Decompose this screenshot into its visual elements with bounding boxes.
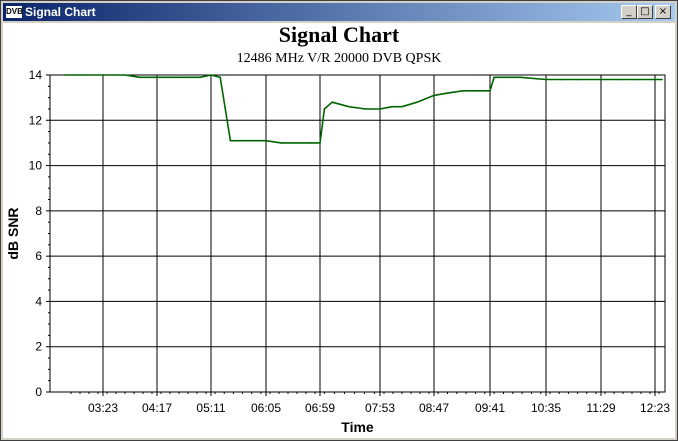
y-tick-label: 4 [35, 294, 42, 308]
snr-data-point [493, 76, 495, 79]
snr-data-point [654, 78, 656, 81]
snr-data-point [401, 105, 403, 108]
snr-data-point [229, 139, 232, 142]
snr-data-point [391, 105, 393, 108]
x-tick-label: 03:23 [88, 401, 118, 415]
snr-series-line [64, 74, 662, 144]
snr-data-point [156, 76, 158, 79]
x-tick-label: 10:35 [531, 401, 561, 415]
snr-data-point [600, 78, 602, 81]
snr-data-point [310, 142, 312, 144]
snr-data-point [636, 78, 638, 81]
maximize-button[interactable]: □ [637, 5, 653, 19]
snr-data-point [489, 90, 491, 92]
snr-data-point [545, 78, 547, 81]
snr-data-point [199, 76, 201, 79]
snr-data-point [364, 108, 367, 110]
snr-data-point [280, 142, 282, 144]
snr-data-point [139, 76, 141, 79]
snr-data-point [416, 101, 418, 103]
snr-data-point [560, 78, 563, 81]
y-tick-label: 2 [35, 340, 42, 354]
snr-data-point [575, 78, 578, 81]
snr-data-point [503, 76, 506, 79]
snr-data-point [179, 76, 181, 79]
snr-data-point [433, 94, 435, 97]
title-bar[interactable]: DVB Signal Chart _ □ × [3, 3, 675, 21]
snr-data-point [124, 74, 126, 76]
x-tick-label: 09:41 [475, 401, 505, 415]
minimize-button[interactable]: _ [621, 5, 637, 19]
plot-area [50, 75, 665, 392]
window-title: Signal Chart [25, 5, 96, 19]
snr-data-point [319, 142, 321, 144]
snr-data-point [348, 105, 350, 108]
x-tick-label: 06:05 [251, 401, 281, 415]
plot-border [49, 74, 666, 393]
snr-data-point [331, 101, 334, 103]
x-axis-label: Time [341, 419, 374, 435]
y-tick-label: 14 [29, 68, 43, 82]
y-tick-label: 10 [29, 159, 43, 173]
snr-data-point [462, 90, 464, 92]
dvb-app-icon: DVB [6, 6, 23, 18]
x-tick-label: 11:29 [586, 401, 615, 415]
x-tick-label: 07:53 [365, 401, 395, 415]
chart-title: Signal Chart [278, 22, 400, 47]
snr-data-point [79, 74, 81, 76]
y-tick-label: 6 [35, 249, 42, 263]
snr-data-point [477, 90, 480, 92]
chart-subtitle: 12486 MHz V/R 20000 DVB QPSK [236, 51, 442, 66]
snr-data-point [102, 74, 104, 76]
snr-data-point [219, 76, 221, 79]
close-button[interactable]: × [655, 5, 671, 19]
snr-data-point [265, 139, 267, 142]
snr-data-point [63, 74, 65, 76]
snr-data-point [210, 74, 212, 76]
x-tick-label: 12:23 [640, 401, 670, 415]
snr-data-point [249, 139, 252, 142]
snr-data-point [621, 78, 623, 81]
y-tick-label: 0 [35, 385, 42, 399]
snr-data-point [519, 76, 521, 79]
x-tick-label: 05:11 [196, 401, 225, 415]
x-tick-label: 08:47 [419, 401, 449, 415]
snr-data-point [239, 139, 242, 142]
x-tick-label: 04:17 [142, 401, 172, 415]
snr-data-point [379, 108, 381, 110]
x-tick-label: 06:59 [305, 401, 335, 415]
snr-data-point [446, 92, 449, 94]
y-tick-label: 12 [29, 113, 43, 127]
y-axis-label: dB SNR [5, 207, 21, 259]
snr-data-point [295, 142, 297, 144]
y-tick-label: 8 [35, 204, 42, 218]
snr-data-point [661, 78, 663, 81]
snr-data-point [323, 108, 326, 110]
